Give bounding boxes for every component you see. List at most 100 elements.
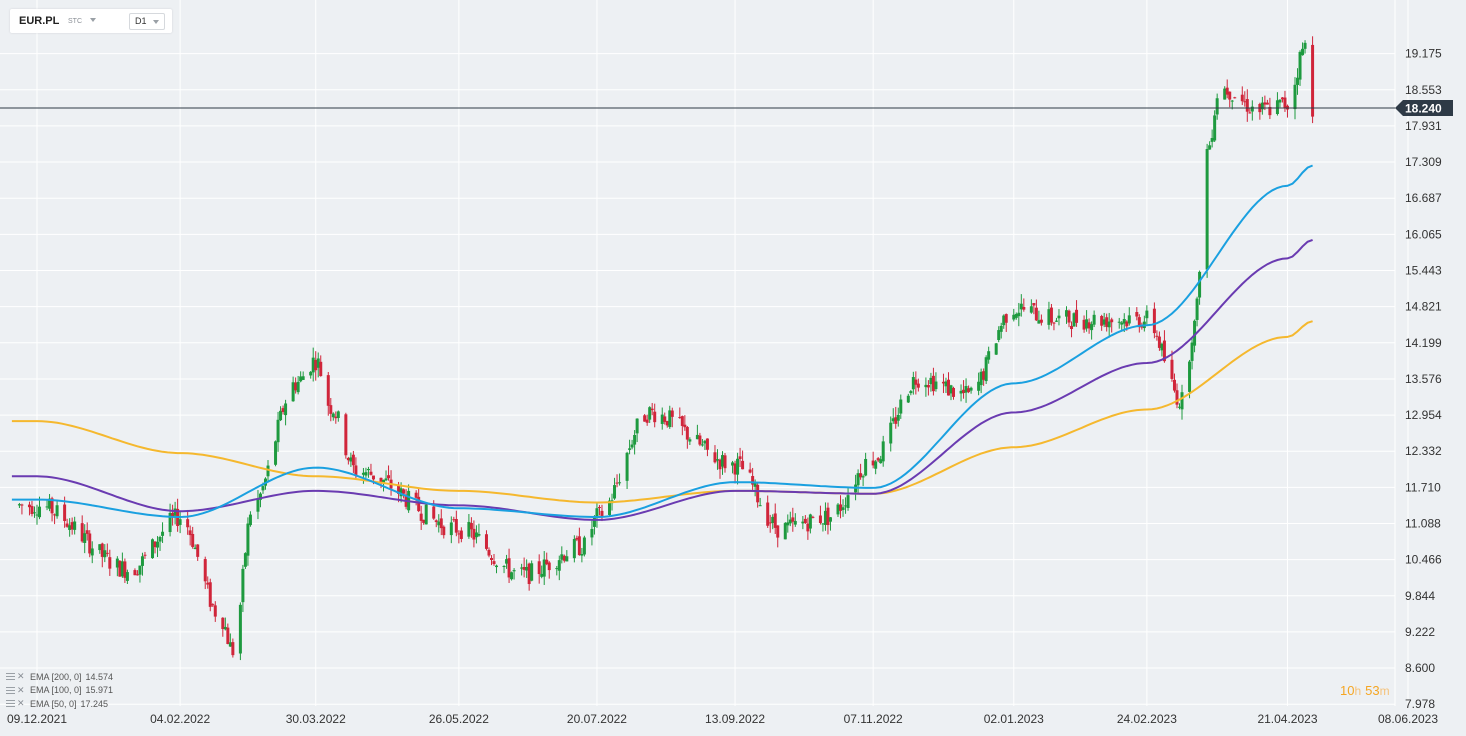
candle-body xyxy=(811,516,815,518)
candle-body xyxy=(221,617,225,630)
candle-body xyxy=(100,543,104,557)
candle-body xyxy=(27,504,31,508)
candle-body xyxy=(856,473,860,486)
candle-body xyxy=(83,533,87,543)
symbol-selector[interactable]: EUR.PL STC D1 xyxy=(10,9,172,33)
candle-body xyxy=(17,504,21,506)
x-tick-label: 13.09.2022 xyxy=(705,712,765,726)
candle-body xyxy=(931,375,935,392)
candle-body xyxy=(1260,102,1264,110)
candle-body xyxy=(949,385,953,394)
candle-body xyxy=(871,460,875,466)
candle-body xyxy=(1152,308,1156,334)
y-tick-label: 12.332 xyxy=(1405,444,1442,458)
candle-body xyxy=(319,361,323,377)
candle-body xyxy=(944,381,948,387)
candle-body xyxy=(346,457,350,461)
candle-body xyxy=(1233,97,1237,99)
candle-body xyxy=(73,521,77,530)
candle-body xyxy=(1205,149,1209,270)
candle-body xyxy=(633,434,637,445)
candles xyxy=(17,36,1315,661)
candle-body xyxy=(1160,343,1164,351)
candle-body xyxy=(1012,314,1016,320)
candle-body xyxy=(1092,314,1096,325)
candle-body xyxy=(580,554,584,556)
symbol-market: STC xyxy=(68,18,82,25)
candle-body xyxy=(801,521,805,524)
candle-body xyxy=(301,376,305,380)
candle-body xyxy=(20,504,24,506)
candle-body xyxy=(736,458,740,475)
candle-body xyxy=(721,455,724,467)
candle-body xyxy=(226,627,230,644)
candle-body xyxy=(32,512,36,514)
close-icon[interactable]: ✕ xyxy=(17,671,25,682)
candle-body xyxy=(1122,318,1126,324)
y-tick-label: 16.065 xyxy=(1405,227,1442,241)
candle-body xyxy=(442,526,446,536)
settings-lines-icon[interactable] xyxy=(6,673,15,681)
candle-body xyxy=(228,642,232,647)
candle-body xyxy=(999,325,1003,332)
candle-body xyxy=(615,482,619,484)
candle-body xyxy=(1017,312,1021,317)
candle-body xyxy=(279,410,283,421)
settings-lines-icon[interactable] xyxy=(6,700,15,708)
candle-body xyxy=(946,379,950,396)
candle-body xyxy=(505,559,509,564)
candle-body xyxy=(1198,271,1202,298)
candle-body xyxy=(1065,310,1069,317)
legend-item[interactable]: ✕ EMA [100, 0] 15.971 xyxy=(6,684,113,698)
candle-body xyxy=(959,390,963,394)
ema-200-line xyxy=(11,320,1313,504)
candle-body xyxy=(537,561,541,575)
candle-body xyxy=(241,568,245,603)
candle-body xyxy=(105,552,109,554)
candle-body xyxy=(1140,326,1144,328)
candle-body xyxy=(203,559,207,582)
candle-body xyxy=(791,517,795,522)
candle-body xyxy=(555,568,559,570)
countdown-hours-unit: h xyxy=(1354,684,1362,698)
close-icon[interactable]: ✕ xyxy=(17,698,25,709)
settings-lines-icon[interactable] xyxy=(6,686,15,694)
candle-body xyxy=(1210,138,1214,142)
close-icon[interactable]: ✕ xyxy=(17,684,25,695)
symbol-dropdown-icon[interactable] xyxy=(90,18,96,22)
candle-body xyxy=(545,559,549,565)
candle-body xyxy=(695,434,699,440)
legend-item-name: EMA [200, 0] xyxy=(30,671,82,682)
candle-body xyxy=(206,582,210,585)
candle-body xyxy=(1263,102,1267,105)
candle-body xyxy=(1052,322,1056,324)
candle-body xyxy=(751,476,755,485)
candle-body xyxy=(334,416,338,419)
candle-body xyxy=(1195,298,1199,320)
y-tick-label: 12.954 xyxy=(1405,408,1442,422)
legend-item[interactable]: ✕ EMA [50, 0] 17.245 xyxy=(6,697,113,711)
candle-body xyxy=(861,476,865,478)
x-tick-label: 21.04.2023 xyxy=(1257,712,1317,726)
candle-body xyxy=(243,553,247,567)
candle-body xyxy=(38,506,42,518)
candle-body xyxy=(1022,306,1026,310)
candle-body xyxy=(45,506,49,508)
legend-item[interactable]: ✕ EMA [200, 0] 14.574 xyxy=(6,670,113,684)
candle-body xyxy=(1155,335,1159,337)
timeframe-select[interactable]: D1 xyxy=(129,13,165,30)
candle-body xyxy=(889,422,893,444)
candle-body xyxy=(924,384,928,388)
candle-body xyxy=(1265,102,1269,105)
candle-body xyxy=(108,557,112,569)
candle-body xyxy=(1298,51,1302,80)
candle-body xyxy=(344,414,348,456)
x-tick-label: 26.05.2022 xyxy=(429,712,489,726)
timeframe-label: D1 xyxy=(135,16,147,26)
candle-body xyxy=(713,452,717,463)
candle-body xyxy=(1125,321,1129,327)
candle-body xyxy=(881,441,885,462)
candle-body xyxy=(522,567,526,570)
candle-body xyxy=(70,522,74,530)
